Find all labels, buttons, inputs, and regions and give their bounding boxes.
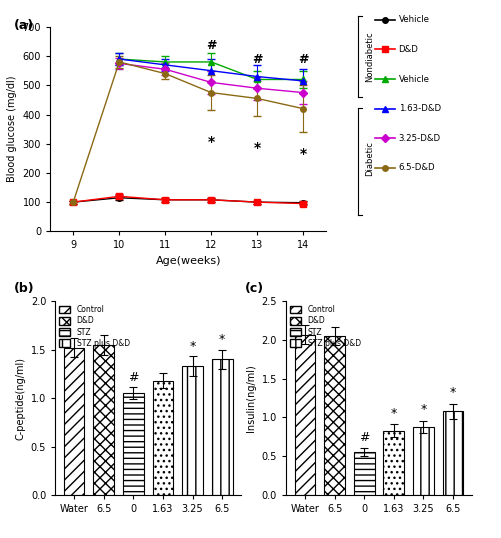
Text: *: *: [207, 135, 214, 149]
Bar: [123, 393, 143, 495]
Text: D&D: D&D: [398, 45, 418, 54]
Bar: [64, 348, 84, 495]
Text: 3.25-D&D: 3.25-D&D: [398, 134, 440, 143]
Legend: Control, D&D, STZ, STZ plus D&D: Control, D&D, STZ, STZ plus D&D: [59, 305, 129, 348]
Text: Vehicle: Vehicle: [398, 75, 429, 83]
Text: (b): (b): [15, 282, 35, 295]
Y-axis label: Insulin(ng/ml): Insulin(ng/ml): [245, 364, 256, 432]
Text: #: #: [252, 53, 262, 66]
Legend: Control, D&D, STZ, STZ plus D&D: Control, D&D, STZ, STZ plus D&D: [290, 305, 360, 348]
Text: (c): (c): [245, 282, 264, 295]
Bar: [324, 336, 344, 495]
Text: *: *: [299, 147, 306, 161]
Text: #: #: [358, 431, 369, 444]
Text: #: #: [128, 371, 138, 384]
Text: *: *: [390, 407, 396, 420]
Bar: [353, 452, 374, 495]
Text: 6.5-D&D: 6.5-D&D: [398, 164, 434, 172]
Bar: [152, 381, 173, 495]
Text: (a): (a): [15, 19, 35, 32]
Y-axis label: C-peptide(ng/ml): C-peptide(ng/ml): [15, 357, 25, 440]
Text: #: #: [298, 53, 308, 66]
Text: *: *: [253, 141, 261, 155]
Y-axis label: Blood glucose (mg/dl): Blood glucose (mg/dl): [7, 76, 17, 182]
X-axis label: Age(weeks): Age(weeks): [155, 256, 220, 266]
Bar: [412, 427, 433, 495]
Text: #: #: [205, 39, 216, 52]
Bar: [294, 335, 315, 495]
Text: Diabetic: Diabetic: [365, 141, 374, 176]
Bar: [211, 359, 232, 495]
Bar: [383, 430, 403, 495]
Text: *: *: [189, 339, 195, 352]
Text: *: *: [449, 386, 455, 399]
Bar: [182, 366, 202, 495]
Text: Nondiabetic: Nondiabetic: [365, 31, 374, 82]
Bar: [442, 411, 462, 495]
Text: Vehicle: Vehicle: [398, 16, 429, 24]
Bar: [93, 345, 114, 495]
Text: *: *: [419, 403, 426, 416]
Text: 1.63-D&D: 1.63-D&D: [398, 104, 440, 113]
Text: *: *: [218, 333, 225, 346]
